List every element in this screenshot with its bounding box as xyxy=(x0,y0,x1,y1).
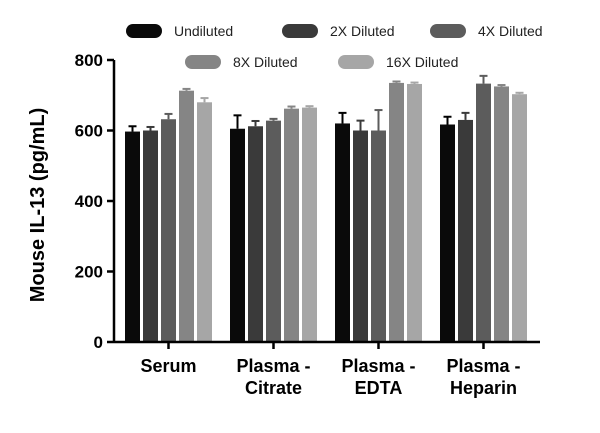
legend-swatch xyxy=(430,24,466,38)
y-tick-label: 400 xyxy=(75,192,103,211)
bar xyxy=(284,108,299,343)
x-tick-label: Plasma - xyxy=(236,356,310,376)
x-tick-label: EDTA xyxy=(355,378,403,398)
legend-swatch xyxy=(282,24,318,38)
bar xyxy=(476,83,491,343)
x-tick-label: Heparin xyxy=(450,378,517,398)
y-tick-label: 0 xyxy=(94,333,103,352)
bar xyxy=(266,120,281,342)
bar xyxy=(371,130,386,342)
bar xyxy=(125,131,140,342)
bar xyxy=(494,86,509,342)
bar xyxy=(353,130,368,342)
bar xyxy=(161,119,176,342)
legend-label: 8X Diluted xyxy=(233,54,298,70)
legend-label: 16X Diluted xyxy=(386,54,458,70)
x-tick-label: Citrate xyxy=(245,378,302,398)
bar xyxy=(389,82,404,342)
x-tick-label: Serum xyxy=(140,356,196,376)
legend: Undiluted 2X Diluted 4X Diluted 8X Diluted 1… xyxy=(126,23,543,70)
bar xyxy=(458,119,473,342)
legend-swatch xyxy=(185,55,221,69)
x-tick-label: Plasma - xyxy=(446,356,520,376)
y-axis-title: Mouse IL-13 (pg/mL) xyxy=(27,108,49,302)
bars-group xyxy=(125,74,527,343)
legend-swatch xyxy=(338,55,374,69)
legend-label: Undiluted xyxy=(174,23,233,39)
bar xyxy=(197,102,212,342)
legend-swatch xyxy=(126,24,162,38)
bar xyxy=(230,128,245,342)
bar xyxy=(143,130,158,342)
y-tick-label: 200 xyxy=(75,263,103,282)
bar xyxy=(512,94,527,342)
y-tick-label: 600 xyxy=(75,122,103,141)
bar xyxy=(440,124,455,342)
bar xyxy=(407,83,422,342)
bar xyxy=(302,107,317,343)
bar xyxy=(248,126,263,343)
bar xyxy=(179,90,194,342)
legend-label: 4X Diluted xyxy=(478,23,543,39)
y-tick-label: 800 xyxy=(75,51,103,70)
legend-label: 2X Diluted xyxy=(330,23,395,39)
x-tick-label: Plasma - xyxy=(341,356,415,376)
bar xyxy=(335,123,350,342)
